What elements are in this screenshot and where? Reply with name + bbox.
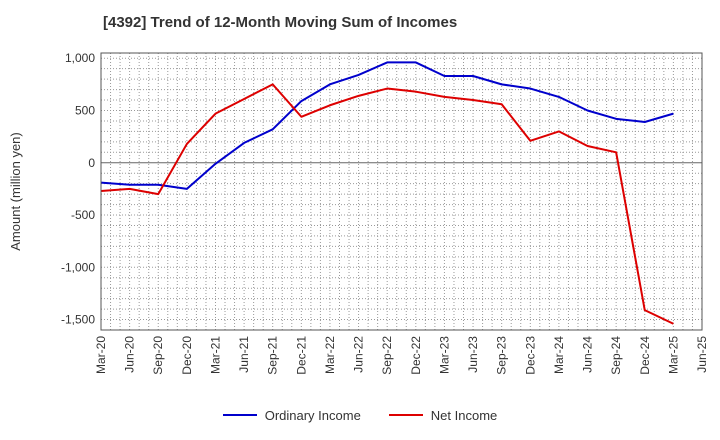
legend-swatch bbox=[388, 414, 423, 416]
y-tick-label: 1,000 bbox=[65, 51, 95, 65]
x-tick-label: Dec-23 bbox=[523, 336, 537, 375]
x-tick-label: Jun-24 bbox=[581, 336, 595, 373]
x-tick-label: Jun-21 bbox=[237, 336, 251, 373]
x-tick-label: Jun-23 bbox=[466, 336, 480, 373]
x-tick-label: Sep-22 bbox=[380, 336, 394, 375]
y-tick-label: -500 bbox=[71, 208, 95, 222]
y-tick-labels: 1,000 500 0 -500 -1,000 -1,500 bbox=[61, 51, 95, 326]
x-tick-label: Mar-21 bbox=[208, 336, 222, 374]
y-tick-label: -1,000 bbox=[61, 260, 95, 274]
x-tick-label: Dec-20 bbox=[180, 336, 194, 375]
x-tick-label: Jun-25 bbox=[695, 336, 709, 373]
legend-item: Ordinary Income bbox=[222, 407, 361, 423]
legend-label: Net Income bbox=[430, 407, 498, 423]
x-tick-label: Mar-20 bbox=[94, 336, 108, 374]
x-tick-label: Jun-22 bbox=[352, 336, 366, 373]
legend-swatch bbox=[222, 414, 257, 416]
x-tick-label: Dec-22 bbox=[409, 336, 423, 375]
grid-layer bbox=[101, 53, 702, 330]
x-tick-label: Sep-20 bbox=[151, 336, 165, 375]
y-tick-label: -1,500 bbox=[61, 313, 95, 327]
legend-label: Ordinary Income bbox=[264, 407, 361, 423]
x-tick-label: Dec-24 bbox=[638, 336, 652, 375]
legend-item: Net Income bbox=[388, 407, 498, 423]
y-axis-title: Amount (million yen) bbox=[8, 132, 23, 251]
x-tick-label: Dec-21 bbox=[294, 336, 308, 375]
x-tick-label: Jun-20 bbox=[123, 336, 137, 373]
y-tick-label: 500 bbox=[75, 103, 95, 117]
x-tick-label: Mar-25 bbox=[666, 336, 680, 374]
x-tick-labels: Mar-20 Jun-20 Sep-20 Dec-20 Mar-21 Jun-21 Sep-… bbox=[94, 336, 709, 375]
legend: Ordinary Income Net Income bbox=[0, 404, 720, 423]
plot-frame bbox=[100, 52, 703, 331]
x-tick-label: Mar-23 bbox=[437, 336, 451, 374]
series-line-net-income bbox=[100, 83, 674, 325]
series-line-ordinary-income bbox=[100, 61, 674, 190]
x-tick-label: Sep-23 bbox=[495, 336, 509, 375]
chart-title: [4392] Trend of 12-Month Moving Sum of I… bbox=[103, 14, 458, 31]
x-tick-label: Sep-21 bbox=[266, 336, 280, 375]
x-tick-label: Sep-24 bbox=[609, 336, 623, 375]
series-layer bbox=[100, 61, 674, 325]
x-tick-label: Mar-24 bbox=[552, 336, 566, 374]
y-tick-label: 0 bbox=[88, 156, 95, 170]
x-tick-label: Mar-22 bbox=[323, 336, 337, 374]
